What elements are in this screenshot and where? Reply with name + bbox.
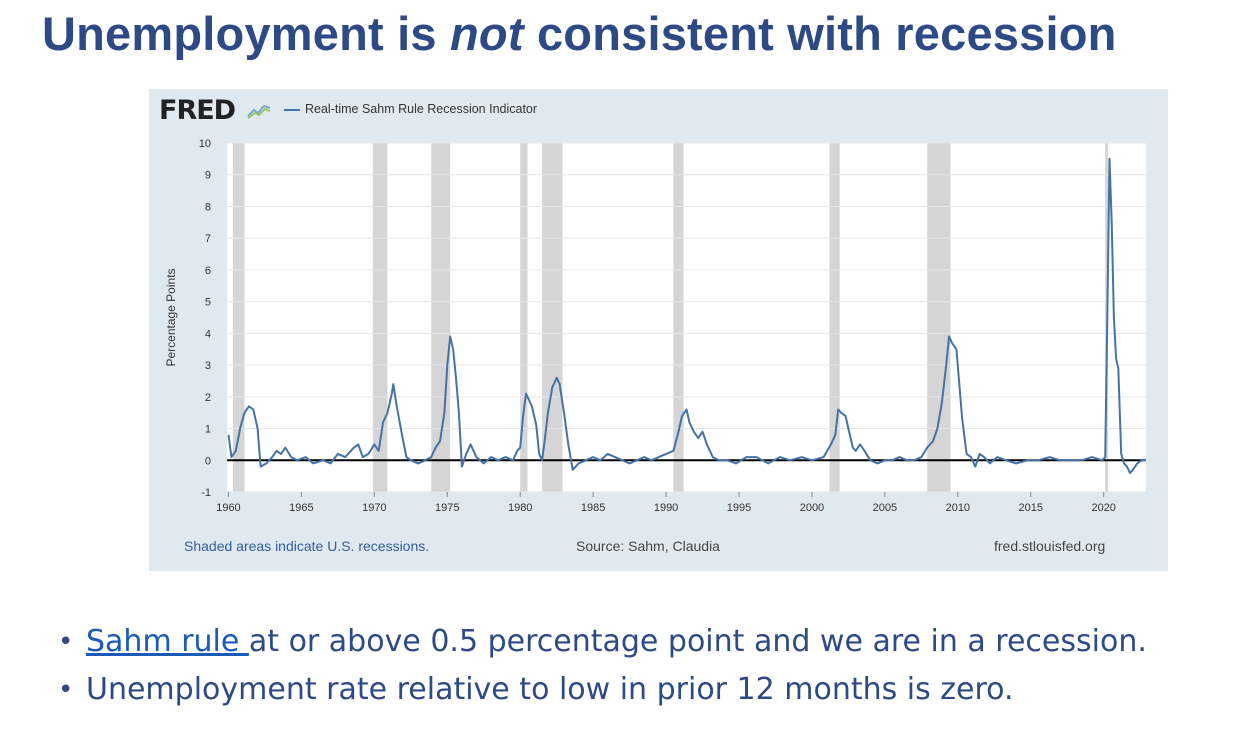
recession-band bbox=[927, 143, 951, 492]
title-text: Unemployment is bbox=[42, 7, 451, 60]
source-text: Source: Sahm, Claudia bbox=[576, 538, 720, 554]
x-tick-label: 1970 bbox=[362, 502, 386, 514]
bullet-icon: • bbox=[58, 675, 74, 705]
recession-note: Shaded areas indicate U.S. recessions. bbox=[184, 538, 430, 554]
y-tick-label: 2 bbox=[205, 392, 211, 404]
series-line bbox=[227, 157, 1146, 474]
x-tick-label: 1960 bbox=[216, 502, 240, 514]
y-tick-label: 8 bbox=[205, 201, 211, 213]
y-tick-label: 9 bbox=[205, 170, 211, 182]
x-tick-label: 1995 bbox=[727, 502, 751, 514]
x-tick-label: 2010 bbox=[946, 502, 970, 514]
recession-band bbox=[232, 143, 245, 492]
y-tick-label: 1 bbox=[205, 424, 211, 436]
y-tick-label: 5 bbox=[205, 297, 211, 309]
bullet-list: • Sahm rule at or above 0.5 percentage po… bbox=[58, 618, 1147, 714]
bullet-item: • Sahm rule at or above 0.5 percentage po… bbox=[58, 618, 1147, 666]
fred-chart-icon bbox=[246, 101, 272, 119]
x-tick-label: 2020 bbox=[1091, 502, 1115, 514]
fred-logo: FRED bbox=[159, 95, 236, 126]
recession-band bbox=[372, 143, 388, 492]
y-tick-label: -1 bbox=[201, 487, 211, 499]
y-tick-label: 4 bbox=[205, 328, 211, 340]
legend-swatch bbox=[284, 108, 300, 111]
y-tick-label: 7 bbox=[205, 233, 211, 245]
site-link[interactable]: fred.stlouisfed.org bbox=[994, 538, 1106, 554]
title-emphasis: not bbox=[450, 7, 524, 60]
x-tick-label: 1990 bbox=[654, 502, 678, 514]
recession-band bbox=[829, 143, 840, 492]
x-tick-label: 2015 bbox=[1019, 502, 1043, 514]
plot-area: -1 0 1 2 3 4 5 6 7 8 9 10 1960 1965 1970 1975 1980 1985 19… bbox=[164, 138, 1146, 514]
x-tick-label: 2005 bbox=[873, 502, 897, 514]
y-tick-label: 6 bbox=[205, 265, 211, 277]
sahm-rule-link[interactable]: Sahm rule bbox=[86, 624, 249, 659]
recession-band bbox=[520, 143, 528, 492]
plot-background bbox=[227, 143, 1146, 492]
x-tick-label: 1985 bbox=[581, 502, 605, 514]
recession-band bbox=[542, 143, 563, 492]
y-tick-label: 10 bbox=[199, 138, 211, 150]
y-tick-label: 3 bbox=[205, 360, 211, 372]
bullet-text: Unemployment rate relative to low in pri… bbox=[86, 672, 1014, 707]
chart-legend: Real-time Sahm Rule Recession Indicator bbox=[284, 102, 537, 116]
title-text-end: consistent with recession bbox=[523, 7, 1117, 60]
x-tick-label: 1965 bbox=[289, 502, 313, 514]
slide-title: Unemployment is not consistent with rece… bbox=[42, 6, 1117, 61]
recession-band bbox=[673, 143, 684, 492]
x-tick-label: 2000 bbox=[800, 502, 824, 514]
fred-chart-panel: FRED Real-time Sahm Rule Recession Indic… bbox=[149, 89, 1168, 571]
bullet-icon: • bbox=[58, 627, 74, 657]
bullet-item: • Unemployment rate relative to low in pr… bbox=[58, 666, 1147, 714]
legend-label: Real-time Sahm Rule Recession Indicator bbox=[305, 102, 538, 116]
bullet-text: at or above 0.5 percentage point and we … bbox=[248, 624, 1147, 659]
x-tick-label: 1980 bbox=[508, 502, 532, 514]
x-tick-label: 1975 bbox=[435, 502, 459, 514]
y-axis-label: Percentage Points bbox=[164, 268, 178, 366]
y-tick-label: 0 bbox=[205, 455, 211, 467]
